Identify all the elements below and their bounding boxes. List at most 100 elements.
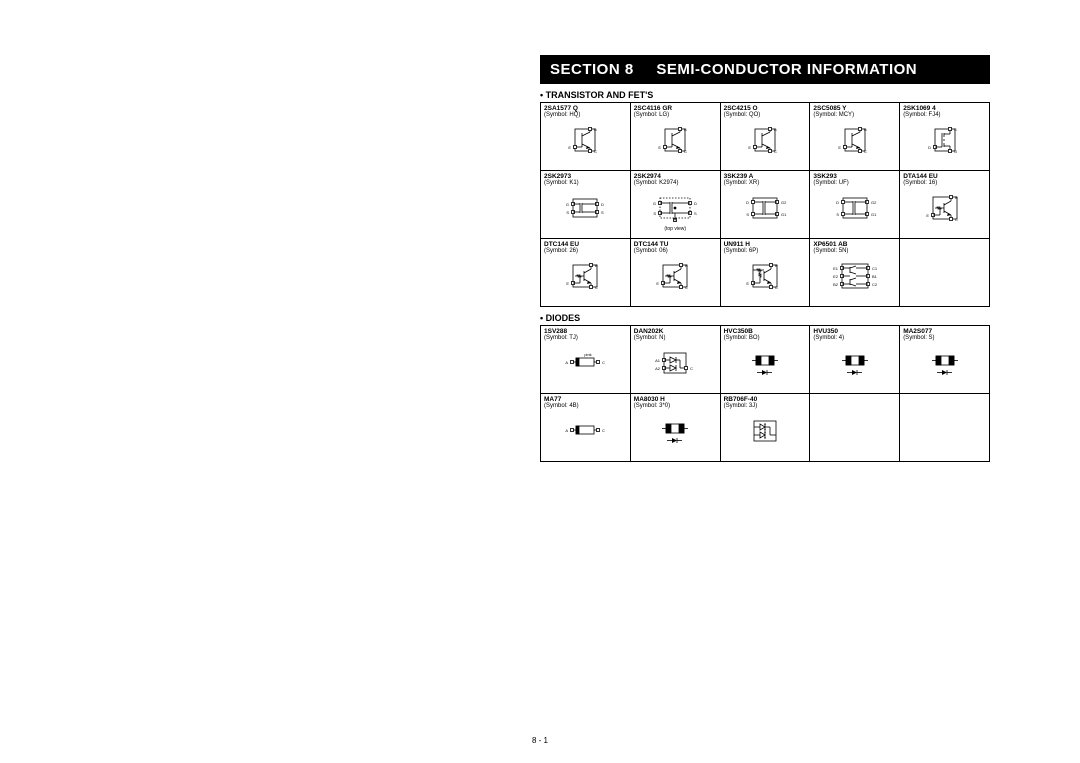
svg-text:S: S [654,211,657,216]
part-symbol: (Symbol: 4) [813,335,896,341]
part-symbol: (Symbol: HQ) [544,112,627,118]
component-cell: HVU350(Symbol: 4) [810,326,900,394]
svg-text:B: B [775,263,778,268]
svg-text:C: C [684,149,687,154]
component-cell: HVC350B(Symbol: BO) [720,326,810,394]
part-name: XP6501 AB [813,241,896,248]
part-symbol: (Symbol: MCY) [813,112,896,118]
svg-text:G1: G1 [871,212,877,217]
svg-text:B1: B1 [872,274,878,279]
svg-text:C: C [864,149,867,154]
part-name: 2SK2973 [544,173,627,180]
part-name: DTA144 EU [903,173,986,180]
component-cell: 2SK2974(Symbol: K2974) GS DS G (top view… [630,171,720,239]
part-symbol: (Symbol: 3J) [724,403,807,409]
svg-text:E: E [838,145,841,150]
component-cell: 2SK2973(Symbol: K1) GS DS [541,171,631,239]
section-header: SECTION 8 SEMI-CONDUCTOR INFORMATION [540,55,990,84]
svg-text:S: S [567,210,570,215]
schematic-icon: BCE [634,258,717,294]
svg-text:S: S [836,212,839,217]
part-name: HVC350B [724,328,807,335]
component-cell: 2SC5085 Y(Symbol: MCY) BCE [810,103,900,171]
part-name: 1SV288 [544,328,627,335]
component-cell: 2SA1577 Q(Symbol: HQ) BCE [541,103,631,171]
svg-text:D: D [746,200,749,205]
svg-text:E: E [659,145,662,150]
svg-text:C1: C1 [872,266,878,271]
schematic-icon: BCE [544,122,627,158]
component-cell: XP6501 AB(Symbol: 5N) E1E2B2 C1B1C2 [810,239,900,307]
schematic-icon: A1A2C [634,345,717,381]
component-table: 1SV288(Symbol: TJ) AC pinkDAN202K(Symbol… [540,325,990,462]
svg-text:D: D [694,201,697,206]
svg-text:C: C [685,285,688,290]
part-name: MA8030 H [634,396,717,403]
part-name: 3SK293 [813,173,896,180]
schematic-icon [903,345,986,381]
part-symbol: (Symbol: BO) [724,335,807,341]
part-name: HVU350 [813,328,896,335]
component-cell: UN911 H(Symbol: 6P) BCE [720,239,810,307]
part-symbol: (Symbol: 6P) [724,248,807,254]
component-cell: DTA144 EU(Symbol: 16) BCE [900,171,990,239]
svg-text:A2: A2 [655,366,661,371]
schematic-icon: DS G2G1 [724,190,807,226]
svg-text:G: G [566,202,569,207]
component-cell: 2SK1069 4(Symbol: FJ4) SGD [900,103,990,171]
part-name: 2SC4215 O [724,105,807,112]
page-content: SECTION 8 SEMI-CONDUCTOR INFORMATION • T… [540,55,990,462]
svg-text:B: B [774,127,777,132]
part-name: DTC144 TU [634,241,717,248]
svg-text:G: G [653,201,656,206]
svg-text:B: B [864,127,867,132]
schematic-icon [634,413,717,449]
schematic-icon: AC pink [544,345,627,381]
svg-text:E: E [569,145,572,150]
svg-text:C: C [775,285,778,290]
schematic-icon: BCE [903,190,986,226]
schematic-icon: SGD [903,122,986,158]
schematic-icon: BCE [544,258,627,294]
svg-text:G1: G1 [781,212,787,217]
part-symbol: (Symbol: QO) [724,112,807,118]
svg-text:S: S [694,211,697,216]
component-table: 2SA1577 Q(Symbol: HQ) BCE2SC4116 GR(Symb… [540,102,990,307]
svg-text:C2: C2 [872,282,878,287]
part-name: RB706F-40 [724,396,807,403]
part-name: DTC144 EU [544,241,627,248]
component-cell: 2SC4215 O(Symbol: QO) B C E [720,103,810,171]
part-symbol: (Symbol: UF) [813,180,896,186]
svg-text:D: D [836,200,839,205]
svg-text:C: C [595,285,598,290]
schematic-icon: B C E [813,122,896,158]
part-symbol: (Symbol: XR) [724,180,807,186]
svg-text:pink: pink [585,352,592,357]
component-cell: 3SK239 A(Symbol: XR) DS G2G1 [720,171,810,239]
svg-text:B: B [685,263,688,268]
part-name: MA2S077 [903,328,986,335]
component-cell: 2SC4116 GR(Symbol: LG) BCE [630,103,720,171]
component-cell: MA77(Symbol: 4B) AC [541,394,631,462]
svg-text:C: C [602,360,605,365]
schematic-icon: E1E2B2 C1B1C2 [813,258,896,294]
component-cell: DAN202K(Symbol: N) A1A2C [630,326,720,394]
svg-text:E: E [748,145,751,150]
svg-text:C: C [955,217,958,222]
part-symbol: (Symbol: K2974) [634,180,717,186]
svg-text:C: C [774,149,777,154]
svg-text:S: S [954,127,957,132]
part-symbol: (Symbol: 4B) [544,403,627,409]
part-name: 2SK2974 [634,173,717,180]
schematic-icon [724,345,807,381]
schematic-icon [813,345,896,381]
svg-text:S: S [746,212,749,217]
schematic-icon: B C E [724,122,807,158]
component-cell [810,394,900,462]
part-name: DAN202K [634,328,717,335]
schematic-icon: BCE [634,122,717,158]
svg-text:D: D [928,145,931,150]
svg-text:E2: E2 [833,274,839,279]
part-name: 3SK239 A [724,173,807,180]
part-name: UN911 H [724,241,807,248]
